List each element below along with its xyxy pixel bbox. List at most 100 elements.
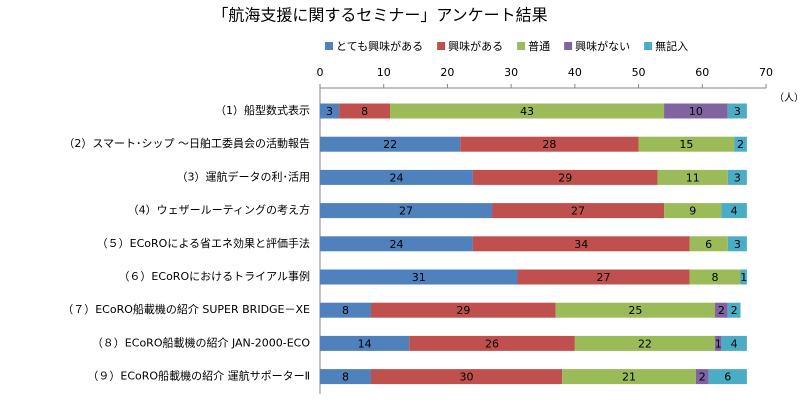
- data-label: 14: [358, 337, 372, 350]
- bar-segment: [638, 136, 735, 152]
- bar-segment: [320, 203, 493, 219]
- bar-segment: [574, 335, 716, 351]
- data-label: 15: [679, 138, 693, 151]
- bar-segment: [715, 335, 722, 351]
- legend-swatch: [564, 42, 573, 50]
- data-label: 25: [628, 304, 642, 317]
- bar-segment: [492, 203, 665, 219]
- y-tick-label: （６）ECoROにおけるトライアル事例: [118, 269, 310, 283]
- bar-segment: [320, 103, 340, 119]
- legend-swatch: [325, 42, 333, 50]
- data-label: 8: [342, 304, 349, 317]
- bar-segment: [562, 369, 696, 385]
- data-label: 8: [712, 271, 719, 284]
- data-label: 2: [699, 371, 706, 384]
- bar-segment: [727, 103, 747, 119]
- data-label: 8: [342, 371, 349, 384]
- bar-segment: [689, 236, 728, 252]
- bar-segment: [460, 136, 639, 152]
- legend-label: 無記入: [655, 39, 688, 53]
- data-label: 26: [485, 337, 499, 350]
- bar-segment: [708, 369, 747, 385]
- bar-segment: [409, 335, 575, 351]
- y-tick-label: （７）ECoRO船載機の紹介 SUPER BRIDGE－XE: [62, 302, 310, 316]
- data-label: 3: [734, 238, 741, 251]
- bar-segment: [721, 335, 747, 351]
- data-label: 27: [399, 205, 413, 218]
- legend-swatch: [644, 42, 653, 50]
- x-tick-label: 60: [695, 66, 709, 79]
- data-label: 9: [689, 205, 696, 218]
- y-tick-label: （８）ECoRO船載機の紹介 JAN-2000-ECO: [92, 335, 311, 349]
- bar-segment: [715, 302, 728, 318]
- data-label: 3: [734, 105, 741, 118]
- legend-label: 興味がない: [575, 39, 630, 53]
- y-tick-label: （4）ウェザールーティングの考え方: [128, 203, 310, 217]
- bar-segment: [472, 236, 690, 252]
- bar-segment: [370, 369, 563, 385]
- data-label: 34: [574, 238, 588, 251]
- bar-segment: [320, 369, 371, 385]
- legend-swatch: [437, 42, 446, 50]
- bar-segment: [370, 302, 556, 318]
- bar-segment: [320, 236, 473, 252]
- data-label: 3: [326, 105, 333, 118]
- bar-segment: [734, 136, 747, 152]
- bar-segment: [555, 302, 716, 318]
- bar-segment: [727, 302, 741, 318]
- data-label: 1: [715, 337, 722, 350]
- data-label: 28: [542, 138, 556, 151]
- data-label: 1: [740, 271, 747, 284]
- chart-title: 「航海支援に関するセミナー」アンケート結果: [212, 6, 547, 25]
- bar-segment: [339, 103, 391, 119]
- x-tick-label: 10: [377, 66, 391, 79]
- data-label: 22: [638, 337, 652, 350]
- x-tick-label: 0: [317, 66, 324, 79]
- data-label: 2: [737, 138, 744, 151]
- bar-segment: [320, 335, 410, 351]
- bar-segment: [721, 203, 747, 219]
- data-label: 6: [705, 238, 712, 251]
- data-label: 24: [389, 238, 403, 251]
- bar-segment: [664, 103, 728, 119]
- legend-label: 興味がある: [448, 39, 503, 53]
- data-label: 2: [731, 304, 738, 317]
- legend-label: 普通: [528, 39, 550, 53]
- x-tick-label: 20: [440, 66, 454, 79]
- bar-segment: [472, 169, 658, 185]
- x-tick-label: 30: [504, 66, 518, 79]
- x-tick-label: 50: [632, 66, 646, 79]
- bar-segment: [727, 169, 747, 185]
- data-label: 3: [734, 171, 741, 184]
- bar-segment: [695, 369, 709, 385]
- bar-segment: [320, 302, 371, 318]
- data-label: 29: [558, 171, 572, 184]
- data-label: 11: [686, 171, 700, 184]
- data-label: 21: [622, 371, 636, 384]
- data-label: 4: [731, 337, 738, 350]
- data-label: 30: [460, 371, 474, 384]
- y-tick-label: （1）船型数式表示: [215, 103, 310, 117]
- bar-segment: [517, 269, 690, 285]
- bar-segment: [390, 103, 665, 119]
- x-tick-label: 40: [568, 66, 582, 79]
- bar-segment: [320, 269, 518, 285]
- bar-segment: [740, 269, 747, 285]
- bar-segment: [727, 236, 747, 252]
- y-tick-label: （2）スマート･シップ ～日舶工委員会の活動報告: [63, 136, 310, 150]
- bar-segment: [664, 203, 722, 219]
- data-label: 31: [412, 271, 426, 284]
- bar-segment: [320, 169, 473, 185]
- bar-segment: [657, 169, 728, 185]
- legend-swatch: [517, 42, 526, 50]
- data-label: 27: [597, 271, 611, 284]
- data-label: 24: [389, 171, 403, 184]
- data-label: 10: [689, 105, 703, 118]
- bar-segment: [689, 269, 741, 285]
- data-label: 27: [571, 205, 585, 218]
- data-label: 6: [724, 371, 731, 384]
- y-tick-label: （９）ECoRO船載機の紹介 運航サポーターⅡ: [87, 369, 310, 383]
- y-tick-label: （3）運航データの利･活用: [177, 169, 311, 183]
